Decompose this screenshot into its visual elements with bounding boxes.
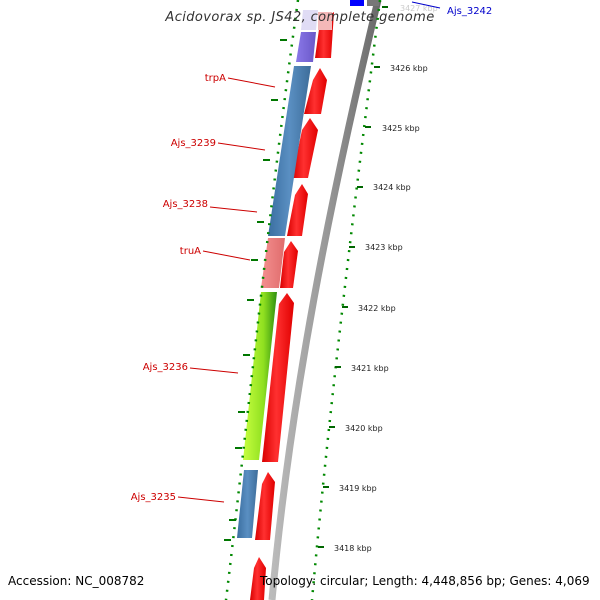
scale-label: 3418 kbp [334,544,372,553]
scale-label: 3421 kbp [351,364,389,373]
scale-label: 3419 kbp [339,484,377,493]
gene-arrow[interactable] [292,118,318,178]
genome-stats-text: Topology: circular; Length: 4,448,856 bp… [260,574,590,588]
gene-arrow[interactable] [280,241,298,288]
gene-arrow[interactable] [250,557,266,600]
scale-label: 3426 kbp [390,64,428,73]
reverse-strand-track [237,10,318,538]
scale-label: 3420 kbp [345,424,383,433]
gc-dashes [224,39,287,541]
gene-arrow[interactable] [287,184,308,236]
scale-ticks [318,6,388,548]
gene-label-trpA[interactable]: trpA [205,73,226,84]
gene-block[interactable] [237,470,258,538]
scale-label: 3423 kbp [365,243,403,252]
gene-block[interactable] [301,10,318,30]
accession-text: Accession: NC_008782 [8,574,145,588]
gene-label-leaders [177,1,441,503]
gene-arrow[interactable] [262,293,294,462]
map-title: Acidovorax sp. JS42, complete genome [165,10,435,25]
scale-label: 3425 kbp [382,124,420,133]
gene-block-pink[interactable] [318,12,332,30]
gene-block[interactable] [296,32,316,62]
gene-label-ajs3236[interactable]: Ajs_3236 [143,362,188,373]
gene-arrow[interactable] [304,68,327,114]
gene-label-ajs3238[interactable]: Ajs_3238 [163,199,208,210]
backbone-ring [268,0,382,600]
gene-label-truA[interactable]: truA [180,246,201,257]
scale-label: 3424 kbp [373,183,411,192]
gene-label-ajs3242[interactable]: Ajs_3242 [447,6,492,17]
gene-block-grey[interactable] [367,0,379,6]
scale-labels: 3427 kbp 3426 kbp 3425 kbp 3424 kbp 3423… [334,4,438,553]
forward-strand-track [250,12,334,600]
gene-arrow[interactable] [255,472,275,540]
gene-block[interactable] [268,66,311,236]
scale-label: 3427 kbp [400,4,438,13]
gene-block-ajs3242[interactable] [350,0,364,6]
gene-block[interactable] [243,292,277,460]
gene-label-ajs3239[interactable]: Ajs_3239 [171,138,216,149]
gene-label-ajs3235[interactable]: Ajs_3235 [131,492,176,503]
scale-label: 3422 kbp [358,304,396,313]
